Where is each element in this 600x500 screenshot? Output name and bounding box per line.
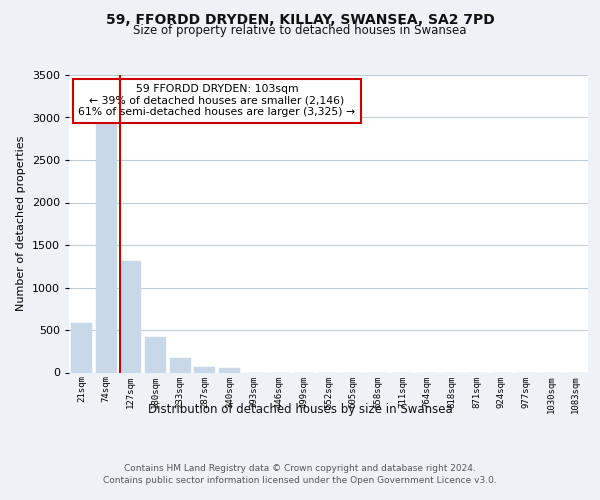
Bar bbox=[194, 367, 215, 372]
Text: 59, FFORDD DRYDEN, KILLAY, SWANSEA, SA2 7PD: 59, FFORDD DRYDEN, KILLAY, SWANSEA, SA2 … bbox=[106, 12, 494, 26]
Bar bbox=[95, 124, 116, 372]
Text: Contains HM Land Registry data © Crown copyright and database right 2024.: Contains HM Land Registry data © Crown c… bbox=[124, 464, 476, 473]
Bar bbox=[170, 358, 191, 372]
Text: Size of property relative to detached houses in Swansea: Size of property relative to detached ho… bbox=[133, 24, 467, 37]
Bar bbox=[145, 337, 166, 372]
Bar bbox=[120, 261, 141, 372]
Text: Distribution of detached houses by size in Swansea: Distribution of detached houses by size … bbox=[148, 402, 452, 415]
Bar bbox=[71, 323, 92, 372]
Y-axis label: Number of detached properties: Number of detached properties bbox=[16, 136, 26, 312]
Bar bbox=[219, 368, 240, 372]
Text: 59 FFORDD DRYDEN: 103sqm
← 39% of detached houses are smaller (2,146)
61% of sem: 59 FFORDD DRYDEN: 103sqm ← 39% of detach… bbox=[79, 84, 355, 117]
Text: Contains public sector information licensed under the Open Government Licence v3: Contains public sector information licen… bbox=[103, 476, 497, 485]
